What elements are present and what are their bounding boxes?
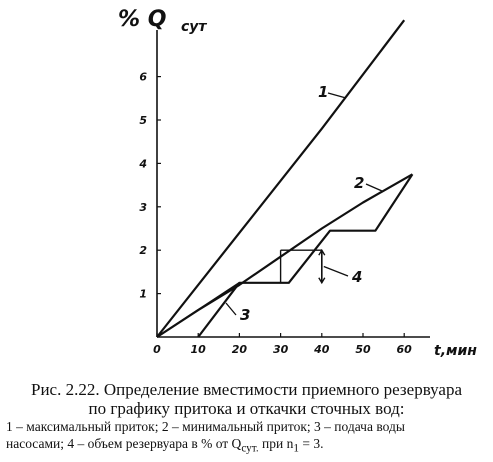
x-axis-label: t,мин (434, 343, 477, 359)
curve-1-label: 1 (318, 83, 328, 101)
series-2-chord (156, 282, 240, 338)
y-axis-label-subscript: сут (181, 19, 207, 35)
x-tick-label: 30 (273, 343, 289, 356)
y-axis-label: % Q (118, 7, 166, 32)
y-tick-label: 5 (139, 114, 147, 127)
x-tick-label: 40 (313, 343, 330, 356)
x-tick-label: 60 (397, 343, 413, 356)
caption-line-1: Рис. 2.22. Определение вместимости прием… (30, 380, 463, 399)
caption-legend-2-subscript: сут. (241, 442, 259, 455)
caption-legend-2: насосами; 4 – объем резервуара в % от Qс… (0, 435, 493, 458)
caption-legend-1: 1 – максимальный приток; 2 – минимальный… (6, 419, 405, 434)
tick-group: 0 10 20 30 40 50 60 1 2 3 4 5 6 (138, 71, 412, 356)
caption-legend-2-text: насосами; 4 – объем резервуара в % от Q (6, 436, 242, 451)
curve-3-leader (225, 302, 237, 316)
x-tick-label: 0 (153, 343, 161, 356)
curve-1-leader (327, 92, 347, 99)
curve-2-label: 2 (354, 174, 364, 192)
caption-line-2: по графику притока и откачки сточных вод… (88, 399, 405, 418)
curve-3-label: 3 (240, 306, 250, 324)
series-group (156, 19, 414, 338)
label-group: 1 2 3 4 (225, 83, 383, 324)
figure-caption: Рис. 2.22. Определение вместимости прием… (0, 380, 493, 462)
x-tick-label: 50 (355, 343, 371, 356)
curve-4-label: 4 (351, 268, 362, 286)
volume-arrow-up (318, 248, 326, 256)
x-tick-label: 10 (191, 343, 207, 356)
y-tick-label: 2 (139, 244, 147, 257)
x-tick-label: 20 (232, 343, 248, 356)
curve-2-leader (365, 183, 383, 192)
series-3-line (197, 173, 414, 338)
axes (156, 30, 430, 338)
series-1-line (156, 19, 406, 338)
caption-legend-2-suffix: = 3. (299, 436, 324, 451)
caption-legend-2-subscript-2: 1 (293, 442, 299, 455)
chart: 0 10 20 30 40 50 60 1 2 3 4 5 6 1 2 3 4 % Q сут t,мин (118, 7, 477, 359)
curve-4-leader (323, 265, 349, 277)
y-tick-label: 3 (139, 201, 147, 214)
y-tick-label: 1 (139, 288, 147, 301)
volume-arrow-down (318, 277, 326, 285)
caption-legend-2-mid: при n (258, 436, 294, 451)
y-tick-label: 6 (139, 71, 147, 84)
y-tick-label: 4 (138, 157, 147, 170)
